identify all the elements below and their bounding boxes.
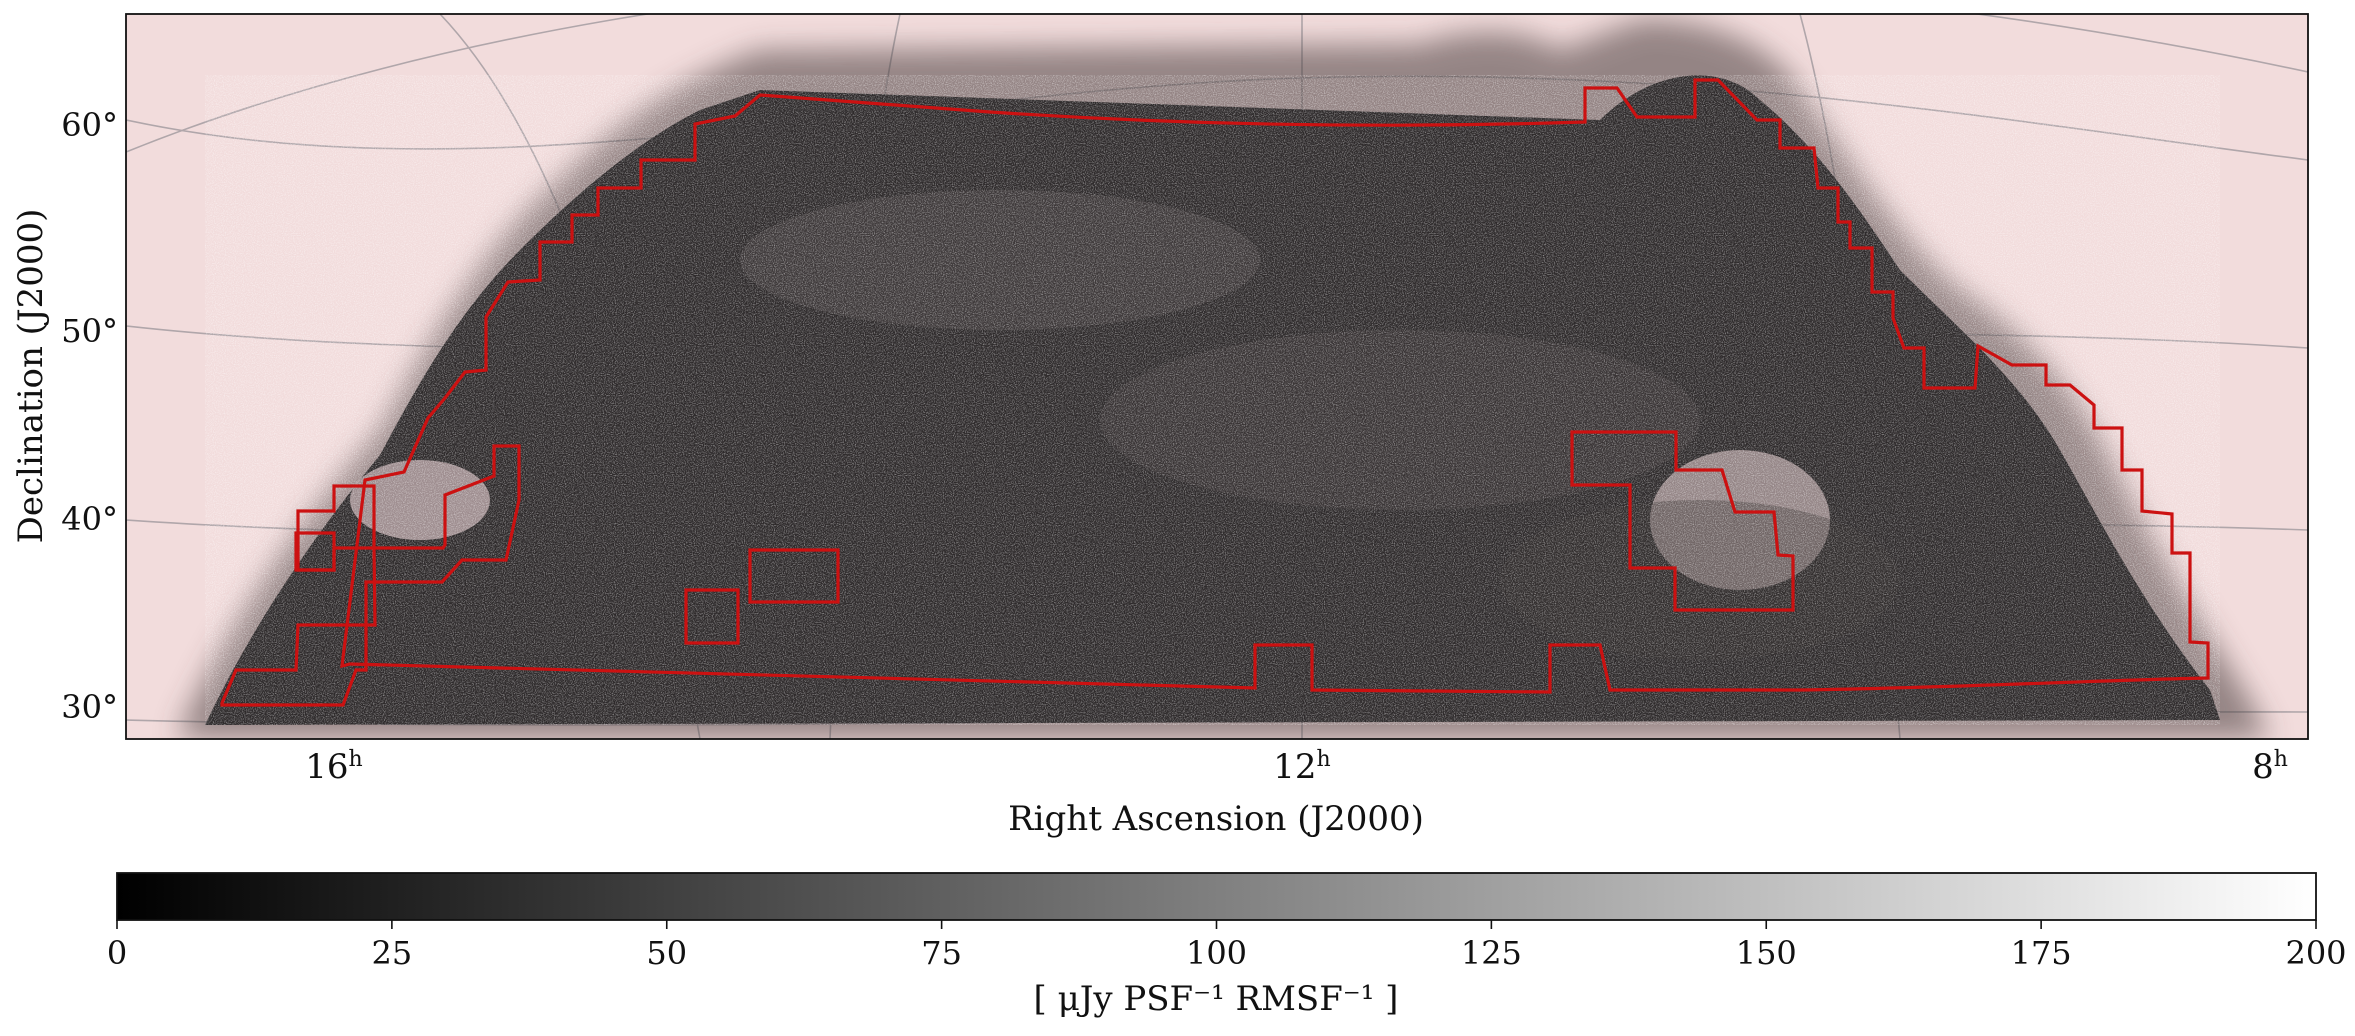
colorbar-tick-label: 200 — [2285, 934, 2346, 972]
y-tick-60: 60° — [61, 106, 118, 144]
y-axis: 60° 50° 40° 30° Declination (J2000) — [11, 106, 118, 726]
colorbar-tick-label: 100 — [1186, 934, 1247, 972]
footprint-outline — [220, 78, 2210, 707]
colorbar-gradient — [116, 872, 2317, 921]
colorbar-tick-label: 25 — [372, 934, 413, 972]
colorbar-tick-label: 175 — [2011, 934, 2072, 972]
plot-frame — [125, 13, 2309, 740]
x-tick-12h: 12h — [1273, 747, 1330, 787]
colorbar-tick-label: 0 — [107, 934, 127, 972]
y-tick-50: 50° — [61, 312, 118, 350]
y-tick-40: 40° — [61, 500, 118, 538]
y-tick-30: 30° — [61, 688, 118, 726]
colorbar-tick-label: 150 — [1736, 934, 1797, 972]
colorbar-label: [ μJy PSF⁻¹ RMSF⁻¹ ] — [1034, 979, 1399, 1019]
colorbar: 0 25 50 75 100 125 150 175 200 [ μJy PSF⁻¹ RMSF⁻… — [107, 872, 2347, 1019]
x-tick-8h: 8h — [2252, 747, 2288, 787]
noise-texture — [205, 75, 2220, 725]
y-axis-label: Declination (J2000) — [11, 209, 51, 544]
x-axis: 16h 12h 8h Right Ascension (J2000) — [305, 747, 2288, 839]
colorbar-tick-label: 125 — [1461, 934, 1522, 972]
colorbar-ticks: 0 25 50 75 100 125 150 175 200 — [107, 920, 2347, 972]
x-tick-16h: 16h — [305, 747, 362, 787]
x-axis-label: Right Ascension (J2000) — [1008, 799, 1424, 839]
colorbar-tick-label: 75 — [921, 934, 962, 972]
colorbar-tick-label: 50 — [646, 934, 687, 972]
